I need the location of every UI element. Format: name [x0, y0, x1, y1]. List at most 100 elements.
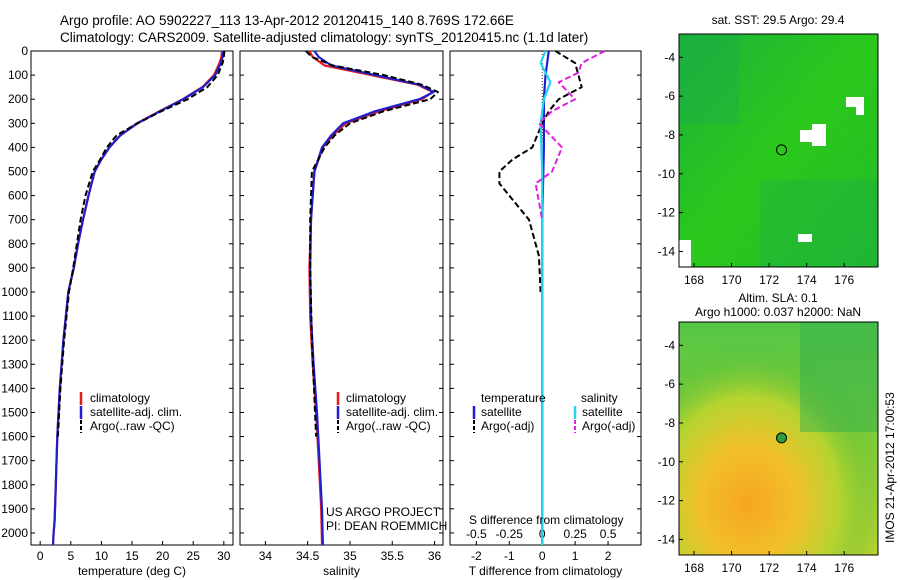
map-y-tick-label: -4 [664, 50, 675, 64]
legend-label-temp-argo: Argo(-adj) [481, 419, 534, 433]
map-y-tick-label: -6 [664, 377, 675, 391]
sla-map-title-line2: Argo h1000: 0.037 h2000: NaN [695, 305, 861, 319]
x-tick-label: 35.5 [381, 549, 405, 563]
series-line-satellite-adj-clim [309, 50, 435, 546]
y-tick-label: 500 [8, 164, 28, 178]
map-y-tick-label: -8 [664, 128, 675, 142]
argo-position-marker [776, 432, 788, 444]
temperature-panel: 0100200300400500600700800900100011001200… [1, 44, 234, 578]
sst-cloud-gap [679, 240, 691, 267]
x-tick-label: 35 [343, 549, 357, 563]
series-line-argo-adj [534, 50, 606, 220]
legend-label-argo: Argo(..raw -QC) [346, 419, 431, 433]
x-tick-label: -1 [504, 549, 515, 563]
x-tick-label: 15 [125, 549, 139, 563]
y-tick-label: 1600 [1, 430, 28, 444]
figure-title-line1: Argo profile: AO 5902227_113 13-Apr-2012… [60, 13, 514, 28]
temperature-legend: climatology satellite-adj. clim. Argo(..… [79, 391, 182, 433]
x-tick-label: 2 [605, 549, 612, 563]
x-top-tick-label: -0.25 [496, 527, 524, 541]
sla-map-frame [678, 321, 879, 556]
series-line-argo-raw-qc [56, 50, 226, 437]
map-x-tick-label: 174 [797, 273, 817, 287]
map-y-tick-label: -12 [658, 494, 676, 508]
y-tick-label: 700 [8, 213, 28, 227]
x-tick-label: 5 [67, 549, 74, 563]
plot-frame [239, 50, 444, 546]
legend-label-satellite: satellite-adj. clim. [346, 405, 438, 419]
sst-field [679, 34, 878, 267]
y-tick-label: 1800 [1, 478, 28, 492]
sst-map-frame [678, 33, 879, 268]
map-x-tick-label: 176 [834, 561, 854, 575]
legend-label-climatology: climatology [90, 391, 150, 405]
map-x-tick-label: 172 [759, 561, 779, 575]
map-y-tick-label: -6 [664, 89, 675, 103]
y-tick-label: 1900 [1, 502, 28, 516]
map-y-tick-label: -14 [658, 532, 676, 546]
y-tick-label: 1400 [1, 381, 28, 395]
y-tick-label: 0 [21, 44, 28, 58]
x-tick-label: 10 [95, 549, 109, 563]
x-tick-label: 36 [428, 549, 442, 563]
y-tick-label: 1500 [1, 405, 28, 419]
salinity-difference-axis-label: S difference from climatology [469, 513, 624, 527]
map-y-tick-label: -10 [658, 455, 676, 469]
map-y-tick-label: -8 [664, 416, 675, 430]
sst-cloud-gap [798, 234, 812, 242]
x-tick-label: 34.5 [296, 549, 320, 563]
map-x-tick-label: 170 [722, 561, 742, 575]
argo-position-marker [776, 144, 788, 156]
series-line-argo-adj [498, 50, 583, 293]
map-x-tick-label: 176 [834, 273, 854, 287]
sst-cloud-gap [856, 103, 864, 115]
difference-legend: temperature satellite Argo(-adj) salinit… [472, 391, 635, 433]
y-tick-label: 800 [8, 237, 28, 251]
y-tick-label: 300 [8, 116, 28, 130]
plot-frame [449, 50, 642, 546]
series-line-satellite-adj-clim [51, 50, 225, 546]
x-axis-label: salinity [323, 564, 360, 578]
x-top-tick-label: -0.5 [466, 527, 487, 541]
plot-frame [30, 50, 234, 546]
legend-label-temp-satellite: satellite [481, 405, 522, 419]
legend-label-argo: Argo(..raw -QC) [90, 419, 175, 433]
map-y-tick-label: -4 [664, 338, 675, 352]
x-tick-label: 0 [37, 549, 44, 563]
x-tick-label: 34 [259, 549, 273, 563]
y-tick-label: 100 [8, 68, 28, 82]
x-tick-label: 25 [187, 549, 201, 563]
x-top-tick-label: 0.25 [563, 527, 587, 541]
x-axis-label: T difference from climatology [469, 564, 623, 578]
series-line-argo-raw-qc [305, 50, 439, 437]
legend-label-sal-argo: Argo(-adj) [582, 419, 635, 433]
legend-heading-salinity: salinity [581, 391, 618, 405]
sla-map: Altim. SLA: 0.1 Argo h1000: 0.037 h2000:… [658, 291, 879, 575]
x-tick-label: -2 [471, 549, 482, 563]
project-credit: US ARGO PROJECT [326, 505, 441, 519]
x-tick-label: 20 [156, 549, 170, 563]
map-x-tick-label: 172 [759, 273, 779, 287]
y-tick-label: 1700 [1, 454, 28, 468]
sst-map-title: sat. SST: 29.5 Argo: 29.4 [712, 13, 845, 27]
y-tick-label: 1300 [1, 357, 28, 371]
y-tick-label: 600 [8, 189, 28, 203]
map-x-tick-label: 174 [797, 561, 817, 575]
y-tick-label: 200 [8, 92, 28, 106]
figure-title-line2: Climatology: CARS2009. Satellite-adjuste… [60, 30, 588, 45]
x-axis-label: temperature (deg C) [78, 564, 186, 578]
sst-cloud-gap [846, 97, 864, 107]
salinity-panel: 34 34.5 35 35.5 36 salinity [239, 50, 444, 578]
legend-label-satellite: satellite-adj. clim. [90, 405, 182, 419]
map-y-tick-label: -10 [658, 167, 676, 181]
map-x-tick-label: 168 [684, 273, 704, 287]
map-x-tick-label: 170 [722, 273, 742, 287]
sst-cloud-gap [812, 124, 826, 146]
sla-map-title-line1: Altim. SLA: 0.1 [738, 291, 818, 305]
x-tick-label: 1 [572, 549, 579, 563]
x-top-tick-label: 0.5 [600, 527, 617, 541]
y-tick-label: 900 [8, 261, 28, 275]
y-tick-label: 1100 [2, 309, 28, 323]
difference-panel: -2 -1 0 1 2-0.5 -0.25 0 0.25 0.5T difference fro… [449, 50, 642, 578]
